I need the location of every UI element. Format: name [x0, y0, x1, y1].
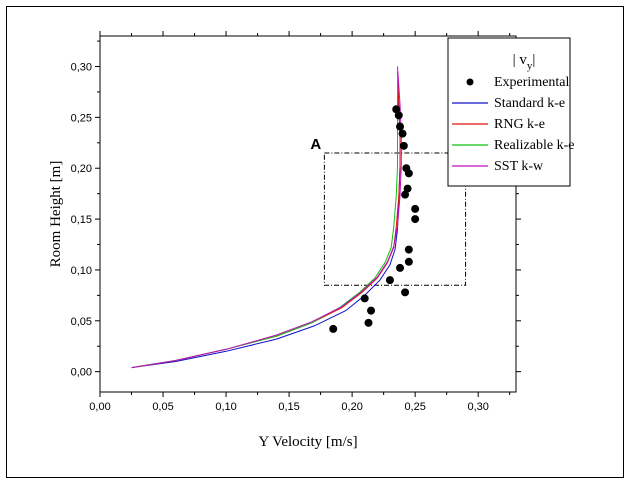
- experimental-point: [401, 190, 410, 199]
- experimental-point: [394, 111, 403, 120]
- x-tick-label: 0,20: [341, 401, 362, 413]
- y-tick-label: 0,00: [71, 367, 92, 379]
- series-line-sst-k-w: [131, 66, 402, 369]
- experimental-point: [396, 122, 405, 131]
- series-line-standard-k-e: [131, 76, 401, 369]
- experimental-point: [404, 169, 413, 178]
- experimental-point: [399, 141, 408, 150]
- experimental-point: [411, 215, 420, 224]
- experimental-point: [404, 257, 413, 266]
- series-line-realizable-k-e: [131, 71, 398, 369]
- legend-box: [447, 37, 571, 187]
- y-tick-label: 0,15: [71, 214, 92, 226]
- y-tick-label: 0,20: [71, 163, 92, 175]
- y-tick-label: 0,05: [71, 316, 92, 328]
- experimental-point: [401, 288, 410, 297]
- legend-marker-experimental: [466, 78, 474, 86]
- x-tick-label: 0,25: [404, 401, 425, 413]
- series-line-rng-k-e: [131, 71, 401, 369]
- legend-entry-label: SST k-w: [494, 159, 544, 174]
- y-tick-label: 0,30: [71, 62, 92, 74]
- legend-title-end: |: [532, 52, 535, 68]
- legend: | vy| Experimental Standard k-e RNG k-e Rea…: [447, 37, 574, 187]
- annotation-box: [323, 152, 467, 286]
- experimental-point: [403, 184, 412, 193]
- legend-entry-label: Experimental: [494, 75, 570, 90]
- experimental-point: [360, 294, 369, 303]
- experimental-point: [396, 263, 405, 272]
- y-tick-label: 0,25: [71, 112, 92, 124]
- x-tick-label: 0,05: [152, 401, 173, 413]
- x-axis-title: Y Velocity [m/s]: [258, 434, 357, 450]
- experimental-point: [404, 245, 413, 254]
- x-tick-label: 0,00: [89, 401, 110, 413]
- x-tick-label: 0,30: [467, 401, 488, 413]
- legend-entry-label: Realizable k-e: [494, 138, 574, 153]
- annotation-label: A: [310, 136, 321, 153]
- experimental-point: [367, 306, 376, 315]
- annotation-group: A: [310, 136, 467, 286]
- experimental-point: [329, 324, 338, 333]
- experimental-point: [398, 129, 407, 138]
- legend-title: | vy|: [513, 52, 536, 72]
- series-group: [131, 66, 420, 369]
- legend-entry-label: RNG k-e: [494, 117, 545, 132]
- legend-title-main: | v: [513, 52, 528, 68]
- experimental-point: [385, 276, 394, 285]
- experimental-point: [392, 105, 401, 114]
- legend-entry-label: Standard k-e: [494, 96, 565, 111]
- axes-group: [99, 35, 517, 393]
- x-tick-label: 0,10: [215, 401, 236, 413]
- experimental-point: [411, 204, 420, 213]
- ticks-group: 0,00 0,05 0,10 0,15 0,20 0,25 0,30 0,00 0,05 0,10…: [71, 31, 521, 413]
- y-tick-label: 0,10: [71, 265, 92, 277]
- legend-title-sub: y: [527, 60, 533, 72]
- x-tick-label: 0,15: [278, 401, 299, 413]
- y-axis-title: Room Height [m]: [48, 161, 64, 268]
- experimental-point: [364, 318, 373, 327]
- plot-area-frame: [99, 35, 517, 393]
